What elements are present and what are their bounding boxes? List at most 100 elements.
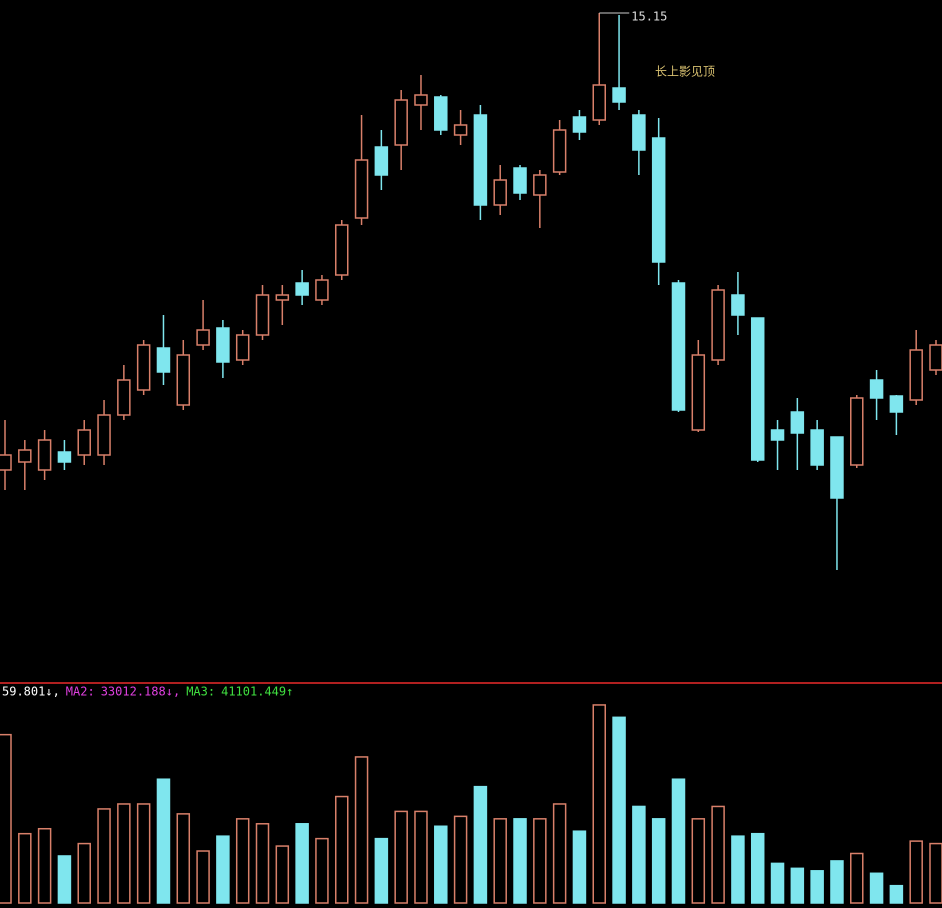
candle-body xyxy=(374,146,389,176)
candle-body xyxy=(97,414,111,456)
volume-bar xyxy=(612,716,626,904)
volume-bar xyxy=(57,855,72,904)
candle-body xyxy=(830,436,844,499)
volume-bar xyxy=(869,872,884,904)
candle-body xyxy=(354,159,369,219)
volume-bar xyxy=(830,860,844,904)
volume-bar xyxy=(850,852,864,904)
volume-bar xyxy=(592,704,607,904)
volume-bar xyxy=(493,818,507,904)
volume-bar xyxy=(790,867,805,904)
volume-bar xyxy=(731,835,745,904)
candle-body xyxy=(651,137,666,263)
volume-header-text: MA2: xyxy=(66,685,95,699)
candle-body xyxy=(731,294,745,316)
candle-body xyxy=(334,224,349,276)
volume-bar xyxy=(453,815,468,904)
candle-body xyxy=(136,344,151,391)
candle-body xyxy=(295,282,309,296)
volume-bar xyxy=(533,818,547,904)
volume-bar xyxy=(315,837,329,904)
candle-body xyxy=(810,429,824,466)
volume-bar xyxy=(810,870,824,904)
candle-body xyxy=(612,87,626,103)
candle-body xyxy=(117,379,131,416)
volume-header-text: 59.801↓, xyxy=(2,685,60,699)
volume-bar xyxy=(0,733,12,904)
candle-body xyxy=(315,279,329,301)
volume-bar xyxy=(414,810,428,904)
candle-body xyxy=(552,129,567,173)
volume-bar xyxy=(136,803,151,904)
candle-body xyxy=(691,354,706,431)
volume-bar xyxy=(671,778,686,904)
candle-body xyxy=(394,99,408,146)
volume-bar xyxy=(889,884,904,904)
volume-bar xyxy=(632,805,646,904)
candle-body xyxy=(414,94,428,106)
candle-body xyxy=(750,317,765,461)
candle-body xyxy=(18,449,32,463)
candle-body xyxy=(770,429,785,441)
volume-bar xyxy=(711,805,725,904)
volume-bar xyxy=(434,825,448,904)
annotation: 长上影见顶 xyxy=(655,65,715,79)
volume-bar xyxy=(196,850,210,904)
candle-body xyxy=(592,84,607,121)
volume-bar xyxy=(651,818,666,904)
volume-bar xyxy=(18,832,32,904)
candle-body xyxy=(235,334,250,361)
candle-body xyxy=(632,114,646,151)
candle-body xyxy=(255,294,270,336)
volume-bar xyxy=(97,808,111,904)
volume-header-text: MA3: xyxy=(186,685,215,699)
volume-bar xyxy=(37,827,52,904)
candle-body xyxy=(216,327,230,363)
candle-body xyxy=(790,411,805,434)
volume-bar xyxy=(909,840,923,904)
volume-bar xyxy=(275,845,290,904)
volume-bar xyxy=(295,823,309,904)
volume-bar xyxy=(354,756,369,904)
volume-bar xyxy=(235,818,250,904)
volume-bar xyxy=(552,803,567,904)
volume-bar xyxy=(216,835,230,904)
volume-bar xyxy=(691,818,706,904)
candle-body xyxy=(850,397,864,466)
candle-body xyxy=(176,354,191,406)
candle-body xyxy=(513,167,527,194)
volume-bar xyxy=(156,778,171,904)
volume-header-text: 33012.188↓, xyxy=(101,685,180,699)
candle-body xyxy=(37,439,52,471)
volume-bar xyxy=(255,823,270,904)
candle-body xyxy=(434,96,448,131)
candle-body xyxy=(453,124,468,136)
candle-body xyxy=(572,116,587,133)
candle-body xyxy=(57,451,72,463)
volume-bar xyxy=(374,837,389,904)
volume-bar xyxy=(334,795,349,904)
volume-bar xyxy=(176,813,191,904)
volume-bar xyxy=(117,803,131,904)
volume-bar xyxy=(750,832,765,904)
candle-body xyxy=(275,294,290,301)
candle-body xyxy=(929,344,942,371)
peak-price-label: 15.15 xyxy=(631,10,667,24)
candle-body xyxy=(196,329,210,346)
volume-bar xyxy=(77,842,91,904)
volume-bar xyxy=(770,862,785,904)
candle-body xyxy=(0,454,12,471)
candle-body xyxy=(493,179,507,206)
candle-body xyxy=(869,379,884,399)
candle-body xyxy=(711,289,725,361)
candle-body xyxy=(77,429,91,456)
candle-body xyxy=(909,349,923,401)
candle-body xyxy=(671,282,686,411)
candle-body xyxy=(889,395,904,413)
volume-bar xyxy=(394,810,408,904)
candle-body xyxy=(533,174,547,196)
candle-body xyxy=(473,114,488,206)
volume-header-text: 41101.449↑ xyxy=(221,685,293,699)
